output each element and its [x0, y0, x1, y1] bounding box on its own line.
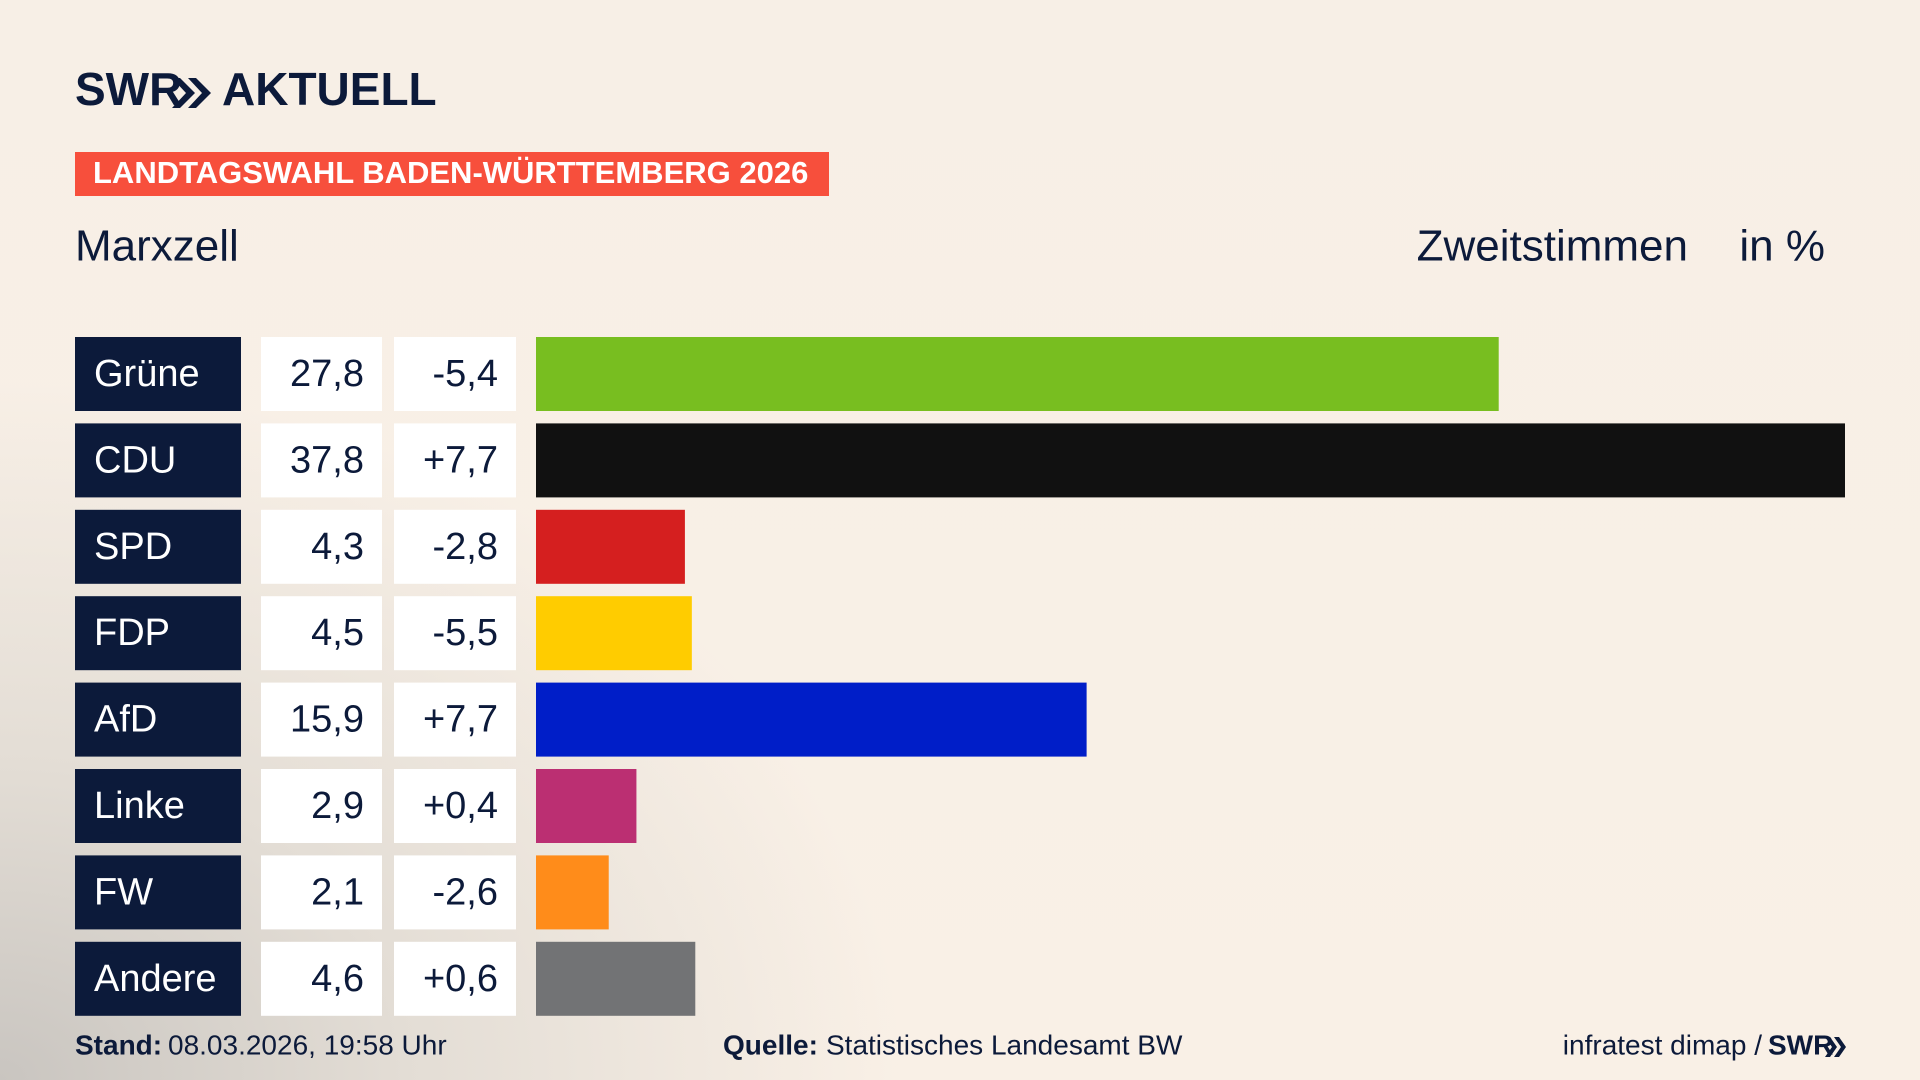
change-label: +0,4	[423, 785, 498, 827]
value-label: 2,9	[311, 785, 364, 827]
party-label: AfD	[94, 699, 157, 741]
value-box	[261, 682, 382, 757]
bar	[536, 423, 1845, 498]
chart-title: Marxzell	[75, 222, 239, 271]
bar	[536, 855, 609, 930]
value-box	[261, 769, 382, 843]
party-box	[75, 855, 241, 930]
stand: 08.03.2026, 19:58 Uhr	[168, 1029, 447, 1060]
logo-brand: SWR	[75, 63, 182, 115]
party-label: CDU	[94, 439, 176, 481]
bar	[536, 682, 1087, 757]
value-label: 15,9	[290, 699, 364, 741]
credit-chevrons	[1825, 1037, 1846, 1057]
change-label: -2,6	[433, 871, 498, 913]
value-box	[261, 337, 382, 411]
credit: infratest dimap /	[1563, 1029, 1762, 1060]
change-box	[394, 337, 516, 411]
logo: SWR AKTUELL	[75, 63, 437, 115]
change-label: -5,5	[433, 612, 498, 654]
party-box	[75, 941, 241, 1016]
change-box	[394, 855, 516, 930]
source: Statistisches Landesamt BW	[826, 1029, 1183, 1060]
value-box	[261, 423, 382, 498]
banner: LANDTAGSWAHL BADEN-WÜRTTEMBERG 2026	[93, 155, 808, 190]
bar	[536, 337, 1499, 411]
party-label: SPD	[94, 526, 172, 568]
bar	[536, 596, 692, 671]
value-box	[261, 855, 382, 930]
value-label: 4,6	[311, 958, 364, 1000]
value-label: 4,3	[311, 526, 364, 568]
change-box	[394, 769, 516, 843]
bar	[536, 941, 696, 1016]
party-box	[75, 423, 241, 498]
change-box	[394, 509, 516, 584]
change-label: +7,7	[423, 699, 498, 741]
bar	[536, 509, 685, 584]
value-box	[261, 941, 382, 1016]
party-label: FDP	[94, 612, 170, 654]
party-box	[75, 682, 241, 757]
value-label: 4,5	[311, 612, 364, 654]
logo-name: AKTUELL	[222, 63, 437, 115]
value-label: 37,8	[290, 439, 364, 481]
chart-subtitle: Zweitstimmen	[1417, 222, 1688, 271]
party-box	[75, 337, 241, 411]
unit: in %	[1739, 222, 1825, 271]
party-label: Andere	[94, 958, 217, 1000]
banner-bg	[75, 152, 829, 196]
change-box	[394, 941, 516, 1016]
bar	[536, 769, 637, 843]
value-label: 27,8	[290, 353, 364, 395]
change-label: -2,8	[433, 526, 498, 568]
party-label: Linke	[94, 785, 185, 827]
rows: Grüne 27,8 -5,4 CDU 37,8 +7,7 SPD 4,3 -2,8 FDP 4,5…	[75, 337, 1845, 1016]
change-box	[394, 682, 516, 757]
value-label: 2,1	[311, 871, 364, 913]
credit-brand: SWR	[1768, 1029, 1833, 1060]
party-box	[75, 596, 241, 671]
change-label: -5,4	[433, 353, 498, 395]
party-box	[75, 769, 241, 843]
party-box	[75, 509, 241, 584]
change-label: +0,6	[423, 958, 498, 1000]
source-label: Quelle:	[723, 1029, 818, 1060]
change-label: +7,7	[423, 439, 498, 481]
stand-label: Stand:	[75, 1029, 162, 1060]
logo-chevrons	[172, 78, 211, 108]
change-box	[394, 596, 516, 671]
value-box	[261, 596, 382, 671]
value-box	[261, 509, 382, 584]
change-box	[394, 423, 516, 498]
party-label: Grüne	[94, 353, 200, 395]
party-label: FW	[94, 871, 153, 913]
